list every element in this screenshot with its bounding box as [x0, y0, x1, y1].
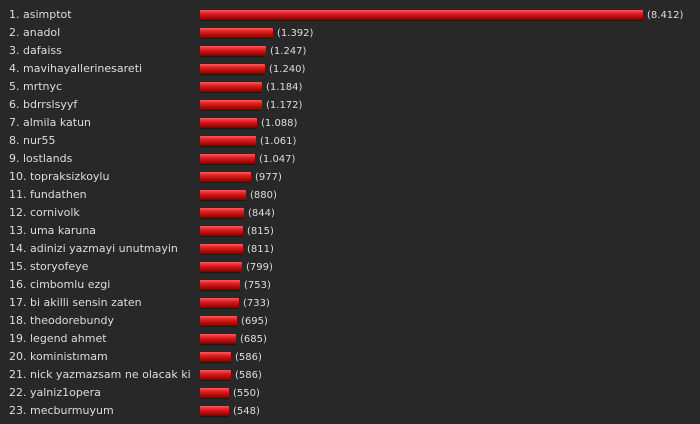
value-label: (977): [255, 172, 282, 183]
bar: [200, 316, 237, 326]
chart-row: 15. storyofeye (799): [0, 258, 700, 276]
bar: [200, 82, 262, 92]
value-label: (548): [233, 406, 260, 417]
value-label: (1.184): [266, 82, 303, 93]
value-label: (8.412): [647, 10, 684, 21]
chart-row: 7. almila katun (1.088): [0, 114, 700, 132]
bar: [200, 406, 229, 416]
value-label: (753): [244, 280, 271, 291]
value-label: (1.240): [269, 64, 306, 75]
chart-row: 14. adinizi yazmayi unutmayin (811): [0, 240, 700, 258]
category-label: 14. adinizi yazmayi unutmayin: [9, 242, 178, 255]
bar: [200, 352, 231, 362]
chart-row: 19. legend ahmet (685): [0, 330, 700, 348]
bar: [200, 172, 251, 182]
bar: [200, 388, 229, 398]
category-label: 12. cornivolk: [9, 206, 80, 219]
value-label: (550): [233, 388, 260, 399]
category-label: 15. storyofeye: [9, 260, 89, 273]
category-label: 7. almila katun: [9, 116, 92, 129]
bar: [200, 28, 273, 38]
value-label: (880): [250, 190, 277, 201]
chart-row: 17. bi akilli sensin zaten (733): [0, 294, 700, 312]
bar: [200, 370, 231, 380]
chart-row: 23. mecburmuyum (548): [0, 402, 700, 420]
chart-row: 16. cimbomlu ezgi (753): [0, 276, 700, 294]
chart-row: 1. asimptot (8.412): [0, 6, 700, 24]
chart-row: 12. cornivolk (844): [0, 204, 700, 222]
value-label: (811): [247, 244, 274, 255]
category-label: 13. uma karuna: [9, 224, 97, 237]
category-label: 18. theodorebundy: [9, 314, 114, 327]
value-label: (844): [248, 208, 275, 219]
value-label: (733): [243, 298, 270, 309]
category-label: 23. mecburmuyum: [9, 404, 114, 417]
value-label: (1.061): [260, 136, 297, 147]
chart-row: 18. theodorebundy (695): [0, 312, 700, 330]
bar: [200, 226, 243, 236]
value-label: (815): [247, 226, 274, 237]
chart-row: 2. anadol (1.392): [0, 24, 700, 42]
category-label: 3. dafaiss: [9, 44, 62, 57]
bar: [200, 262, 242, 272]
category-label: 4. mavihayallerinesareti: [9, 62, 143, 75]
category-label: 1. asimptot: [9, 8, 72, 21]
value-label: (685): [240, 334, 267, 345]
value-label: (799): [246, 262, 273, 273]
bar: [200, 10, 643, 20]
chart-row: 20. koministımam (586): [0, 348, 700, 366]
value-label: (695): [241, 316, 268, 327]
chart-row: 21. nick yazmazsam ne olacak ki (586): [0, 366, 700, 384]
chart-row: 9. lostlands (1.047): [0, 150, 700, 168]
bar: [200, 64, 265, 74]
bar: [200, 298, 239, 308]
category-label: 19. legend ahmet: [9, 332, 107, 345]
chart-row: 3. dafaiss (1.247): [0, 42, 700, 60]
chart-row: 22. yalniz1opera (550): [0, 384, 700, 402]
category-label: 6. bdrrslsyyf: [9, 98, 78, 111]
value-label: (1.088): [261, 118, 298, 129]
chart-row: 10. topraksizkoylu (977): [0, 168, 700, 186]
value-label: (1.172): [266, 100, 303, 111]
chart-row: 13. uma karuna (815): [0, 222, 700, 240]
chart-row: 5. mrtnyc (1.184): [0, 78, 700, 96]
category-label: 17. bi akilli sensin zaten: [9, 296, 142, 309]
bar: [200, 118, 257, 128]
bar: [200, 208, 244, 218]
category-label: 11. fundathen: [9, 188, 87, 201]
value-label: (586): [235, 370, 262, 381]
category-label: 20. koministımam: [9, 350, 108, 363]
value-label: (1.047): [259, 154, 296, 165]
value-label: (1.247): [270, 46, 307, 57]
bar: [200, 244, 243, 254]
value-label: (586): [235, 352, 262, 363]
value-label: (1.392): [277, 28, 314, 39]
category-label: 2. anadol: [9, 26, 61, 39]
category-label: 16. cimbomlu ezgi: [9, 278, 111, 291]
chart-row: 4. mavihayallerinesareti (1.240): [0, 60, 700, 78]
bar: [200, 334, 236, 344]
category-label: 21. nick yazmazsam ne olacak ki: [9, 368, 191, 381]
bar: [200, 154, 255, 164]
bar: [200, 280, 240, 290]
category-label: 5. mrtnyc: [9, 80, 63, 93]
chart-row: 11. fundathen (880): [0, 186, 700, 204]
bar: [200, 100, 262, 110]
bar: [200, 46, 266, 56]
bar: [200, 190, 246, 200]
chart-row: 8. nur55 (1.061): [0, 132, 700, 150]
category-label: 10. topraksizkoylu: [9, 170, 110, 183]
chart-row: 6. bdrrslsyyf (1.172): [0, 96, 700, 114]
bar: [200, 136, 256, 146]
category-label: 9. lostlands: [9, 152, 73, 165]
category-label: 8. nur55: [9, 134, 56, 147]
category-label: 22. yalniz1opera: [9, 386, 101, 399]
